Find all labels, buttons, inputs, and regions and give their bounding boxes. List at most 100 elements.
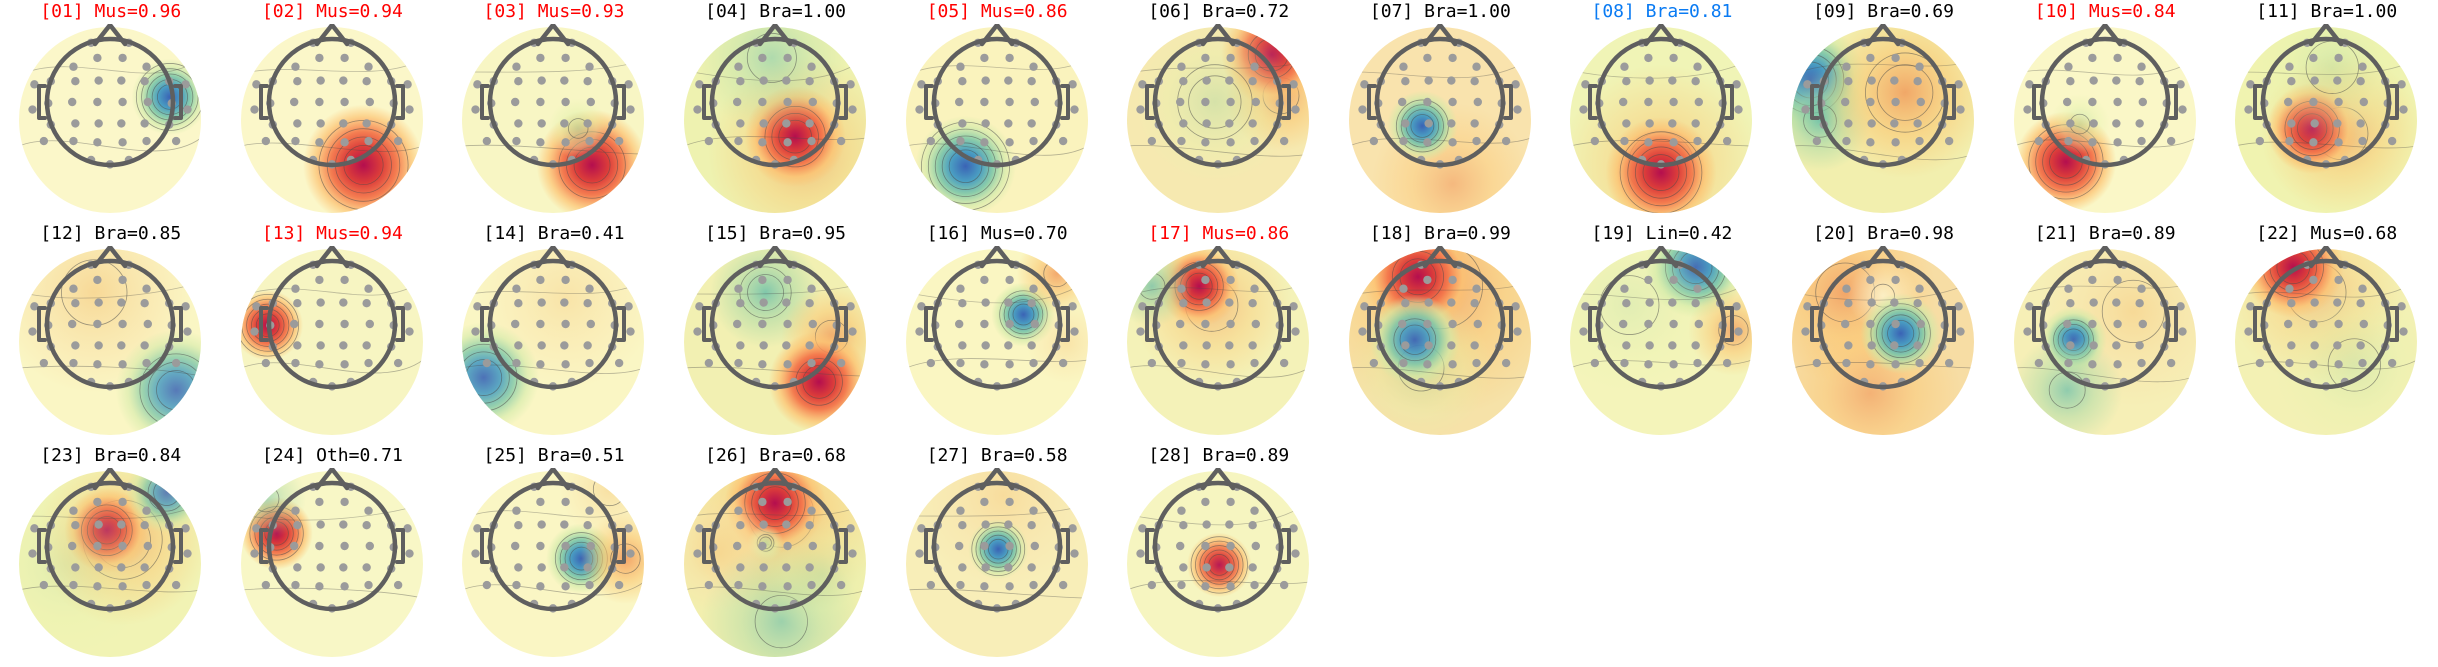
left-ear-outline (2031, 306, 2042, 342)
left-ear-outline (1810, 306, 1821, 342)
component-cell-07[interactable]: [07] Bra=1.00 (1330, 0, 1552, 222)
left-ear-outline (1366, 84, 1377, 120)
component-cell-23[interactable]: [23] Bra=0.84 (0, 444, 222, 666)
topomap-17 (1127, 246, 1310, 435)
electrode-dots (1136, 38, 1300, 169)
component-title-07: [07] Bra=1.00 (1369, 1, 1511, 22)
left-ear-outline (258, 306, 269, 342)
head-outline (2039, 258, 2170, 390)
component-cell-12[interactable]: [12] Bra=0.85 (0, 222, 222, 444)
component-cell-10[interactable]: [10] Mus=0.84 (1994, 0, 2216, 222)
topomap-18 (1348, 246, 1531, 435)
nose-outline (536, 246, 571, 269)
component-cell-27[interactable]: [27] Bra=0.58 (886, 444, 1108, 666)
component-cell-26[interactable]: [26] Bra=0.68 (665, 444, 887, 666)
head-outline (488, 480, 619, 612)
nose-outline (1201, 468, 1236, 491)
right-ear-outline (2389, 306, 2400, 342)
right-ear-outline (1946, 84, 1957, 120)
component-title-16: [16] Mus=0.70 (926, 223, 1068, 244)
component-cell-13[interactable]: [13] Mus=0.94 (222, 222, 444, 444)
component-cell-16[interactable]: [16] Mus=0.70 (886, 222, 1108, 444)
component-title-28: [28] Bra=0.89 (1148, 445, 1290, 466)
topomap-02 (240, 24, 423, 213)
component-title-27: [27] Bra=0.58 (926, 445, 1068, 466)
topomap-15 (684, 246, 867, 435)
right-ear-outline (616, 528, 627, 564)
left-ear-outline (37, 306, 48, 342)
field-layer (1348, 249, 1531, 435)
component-title-15: [15] Bra=0.95 (705, 223, 847, 244)
left-ear-outline (37, 84, 48, 120)
nose-outline (757, 468, 793, 491)
head-outline (45, 258, 176, 390)
component-cell-05[interactable]: [05] Mus=0.86 (886, 0, 1108, 222)
right-ear-outline (2167, 306, 2178, 342)
right-ear-outline (1281, 306, 1292, 342)
topomap-04 (684, 24, 867, 213)
left-ear-outline (1588, 306, 1599, 342)
component-cell-11[interactable]: [11] Bra=1.00 (2216, 0, 2438, 222)
component-cell-18[interactable]: [18] Bra=0.99 (1330, 222, 1552, 444)
nose-outline (536, 468, 571, 491)
component-cell-09[interactable]: [09] Bra=0.69 (1773, 0, 1995, 222)
component-cell-21[interactable]: [21] Bra=0.89 (1994, 222, 2216, 444)
topomap-19 (1570, 246, 1753, 435)
head-outline (1374, 36, 1506, 168)
topomap-21 (2013, 246, 2196, 435)
left-ear-outline (37, 528, 48, 564)
component-cell-04[interactable]: [04] Bra=1.00 (665, 0, 887, 222)
component-title-14: [14] Bra=0.41 (483, 223, 625, 244)
component-title-21: [21] Bra=0.89 (2034, 223, 2176, 244)
left-ear-outline (702, 528, 713, 564)
nose-outline (979, 468, 1014, 491)
nose-outline (536, 24, 571, 47)
nose-outline (2087, 246, 2122, 269)
electrode-dots (1801, 260, 1965, 391)
nose-outline (314, 246, 350, 269)
topomap-06 (1127, 24, 1310, 213)
component-cell-20[interactable]: [20] Bra=0.98 (1773, 222, 1995, 444)
component-cell-22[interactable]: [22] Mus=0.68 (2216, 222, 2438, 444)
right-ear-outline (838, 528, 849, 564)
electrode-dots (1358, 260, 1522, 391)
component-cell-28[interactable]: [28] Bra=0.89 (1108, 444, 1330, 666)
head-outline (931, 480, 1062, 612)
topomap-10 (2013, 24, 2196, 213)
component-title-13: [13] Mus=0.94 (261, 223, 403, 244)
nose-outline (979, 24, 1014, 47)
nose-outline (979, 246, 1014, 269)
left-ear-outline (923, 84, 934, 120)
topomap-12 (19, 246, 202, 435)
component-cell-17[interactable]: [17] Mus=0.86 (1108, 222, 1330, 444)
left-ear-outline (702, 306, 713, 342)
topomap-09 (1792, 24, 1975, 213)
component-cell-24[interactable]: [24] Oth=0.71 (222, 444, 444, 666)
right-ear-outline (173, 306, 184, 342)
component-cell-01[interactable]: [01] Mus=0.96 (0, 0, 222, 222)
component-cell-02[interactable]: [02] Mus=0.94 (222, 0, 444, 222)
right-ear-outline (616, 306, 627, 342)
component-cell-15[interactable]: [15] Bra=0.95 (665, 222, 887, 444)
left-ear-outline (2031, 84, 2042, 120)
component-cell-03[interactable]: [03] Mus=0.93 (443, 0, 665, 222)
component-cell-19[interactable]: [19] Lin=0.42 (1551, 222, 1773, 444)
component-cell-08[interactable]: [08] Bra=0.81 (1551, 0, 1773, 222)
topomap-27 (905, 468, 1088, 657)
component-cell-06[interactable]: [06] Bra=0.72 (1108, 0, 1330, 222)
nose-outline (1865, 24, 1901, 47)
topomap-24 (240, 468, 423, 657)
left-ear-outline (702, 84, 713, 120)
component-title-09: [09] Bra=0.69 (1813, 1, 1954, 22)
head-outline (1374, 258, 1506, 390)
topomap-08 (1570, 24, 1753, 213)
topomap-26 (684, 468, 867, 657)
nose-outline (1422, 24, 1458, 47)
component-cell-25[interactable]: [25] Bra=0.51 (443, 444, 665, 666)
component-title-12: [12] Bra=0.85 (40, 223, 182, 244)
field-layer (19, 58, 202, 152)
component-title-22: [22] Mus=0.68 (2256, 223, 2398, 244)
component-cell-14[interactable]: [14] Bra=0.41 (443, 222, 665, 444)
nose-outline (757, 246, 793, 269)
